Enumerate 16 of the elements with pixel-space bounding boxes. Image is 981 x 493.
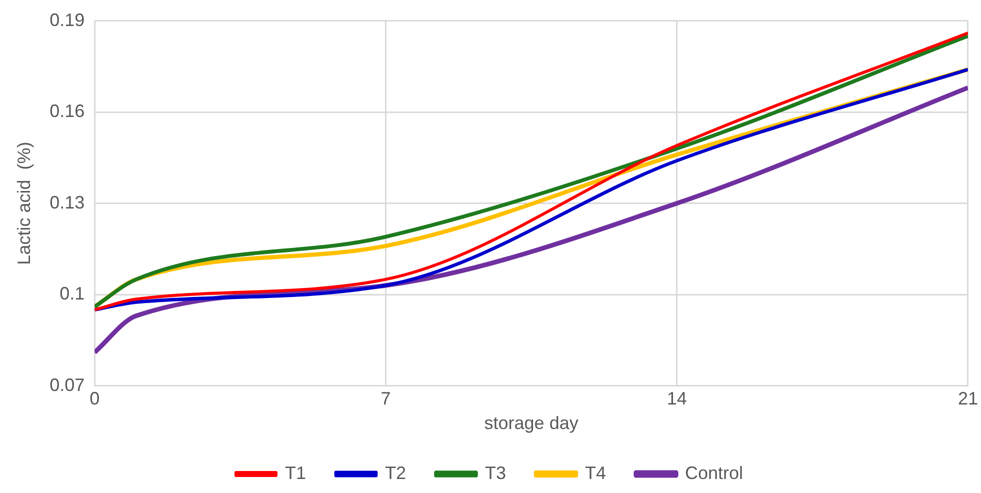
x-tick-label: 0 xyxy=(90,388,100,409)
x-tick-label: 14 xyxy=(666,388,687,409)
x-axis-title: storage day xyxy=(484,413,578,434)
x-tick-label: 21 xyxy=(958,388,978,409)
legend-label: T1 xyxy=(284,462,306,483)
y-tick-label: 0.1 xyxy=(60,284,85,304)
legend-label: T2 xyxy=(384,462,406,483)
y-axis-title: Lactic acid (%) xyxy=(14,142,34,265)
y-tick-label: 0.07 xyxy=(50,374,85,395)
legend-label: T3 xyxy=(484,462,506,483)
y-tick-label: 0.16 xyxy=(50,101,85,122)
legend-label: Control xyxy=(685,462,744,483)
legend-label: T4 xyxy=(584,462,606,483)
y-tick-label: 0.13 xyxy=(50,192,85,212)
x-tick-label: 7 xyxy=(380,388,391,409)
y-tick-label: 0.19 xyxy=(50,10,85,30)
